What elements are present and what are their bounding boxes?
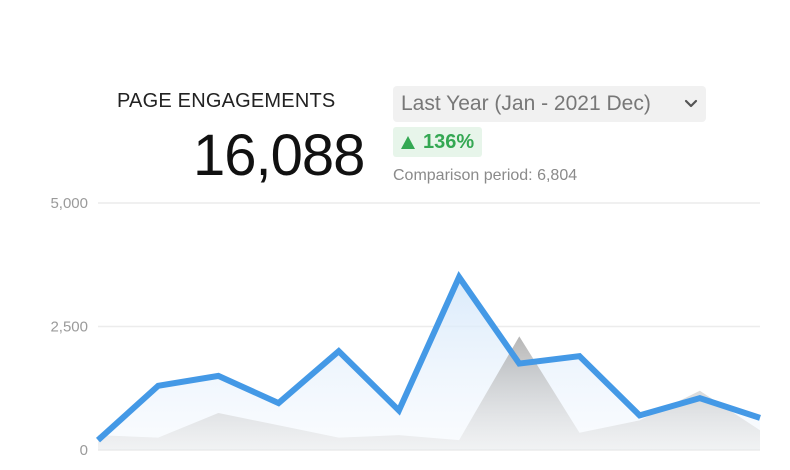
y-tick-label: 0 <box>80 442 88 459</box>
change-percent: 136% <box>423 130 475 153</box>
y-tick-label: 5,000 <box>50 195 88 212</box>
period-dropdown[interactable]: Last Year (Jan - 2021 Dec) <box>393 86 706 122</box>
widget-title: PAGE ENGAGEMENTS <box>117 90 336 112</box>
current-period-line <box>95 271 761 443</box>
metric-value: 16,088 <box>193 123 365 188</box>
period-dropdown-label: Last Year (Jan - 2021 Dec) <box>401 92 651 115</box>
y-tick-label: 2,500 <box>50 319 88 336</box>
comparison-period-text: Comparison period: 6,804 <box>393 167 578 184</box>
comparison-period-area <box>98 336 760 450</box>
chevron-down-icon <box>684 99 698 108</box>
change-badge: 136% <box>393 127 483 157</box>
triangle-up-icon <box>401 135 415 149</box>
current-period-area <box>98 277 760 450</box>
